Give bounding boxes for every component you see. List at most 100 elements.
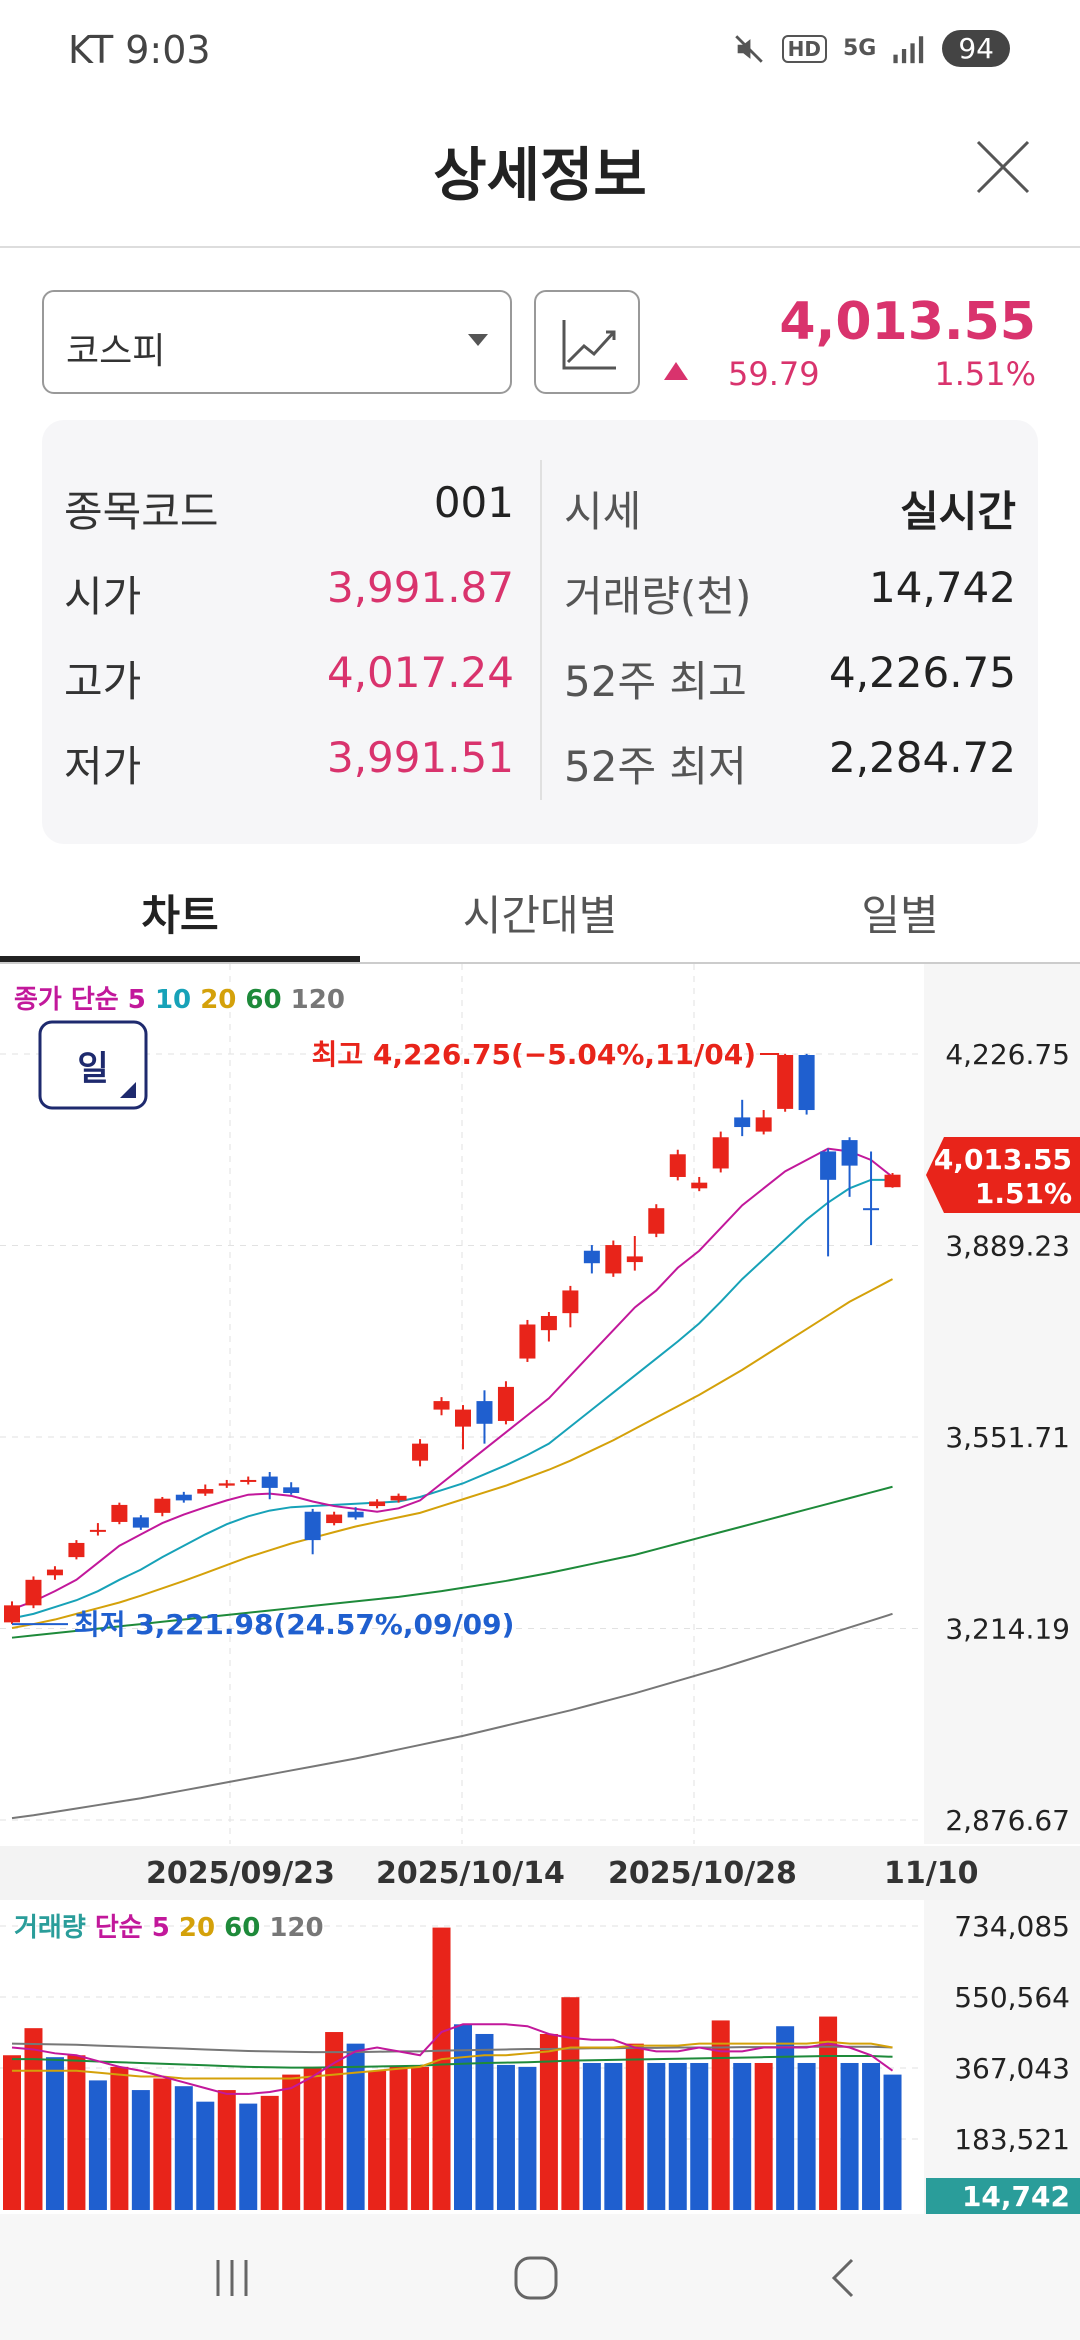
y-tick-label: 3,551.71: [945, 1421, 1070, 1454]
tab-by-time[interactable]: 시간대별: [462, 891, 618, 940]
info-panel: 종목코드 001 시가 3,991.87 고가 4,017.24 저가 3,99…: [42, 420, 1038, 844]
active-tab-indicator: [0, 956, 360, 962]
back-icon[interactable]: [822, 2256, 866, 2300]
y-tick-label: 550,564: [954, 1981, 1070, 2014]
close-icon[interactable]: [972, 136, 1034, 198]
candle: [369, 1499, 386, 1509]
status-bar: KT 9:03 HD 5G 94: [0, 0, 1080, 100]
candle: [412, 1439, 429, 1467]
volume-bar: [217, 2090, 236, 2210]
x-tick-label: 11/10: [884, 1856, 979, 1891]
ma5-line: [11, 1147, 894, 1611]
volume-bar: [3, 2055, 21, 2210]
price-tag-shape: [926, 1136, 1080, 1213]
candle: [841, 1137, 858, 1197]
candle: [734, 1099, 751, 1137]
page-title: 상세정보: [433, 141, 647, 209]
tab-chart[interactable]: 차트: [141, 891, 219, 940]
info-value: 2,284.72: [828, 733, 1016, 782]
legend-prefix: 거래량: [14, 1913, 95, 1943]
candle: [347, 1507, 364, 1520]
volume-bar: [711, 2020, 730, 2210]
volume-chart[interactable]: 734,085 550,564 367,043 183,521 거래량 단순 5 20 …: [0, 1900, 1080, 2220]
volume-bar: [561, 1997, 580, 2210]
candle: [25, 1576, 42, 1609]
y-tick-label: 4,226.75: [945, 1038, 1070, 1071]
info-key: 52주 최고: [564, 657, 747, 706]
candle-body: [798, 1054, 815, 1111]
candle-body: [283, 1487, 300, 1494]
candle-body: [648, 1208, 665, 1234]
volume-bar: [131, 2090, 150, 2210]
legend-item: 20: [179, 1913, 224, 1943]
volume-bar: [733, 2062, 752, 2210]
candle: [304, 1508, 321, 1555]
recent-apps-icon[interactable]: [210, 2256, 254, 2300]
legend-item: 10: [155, 985, 200, 1015]
tab-daily[interactable]: 일별: [861, 891, 939, 940]
legend-sub: 단순: [95, 1913, 152, 1943]
ma-legend: 종가 단순 5 10 20 60 120: [14, 985, 345, 1015]
candle: [89, 1523, 106, 1536]
volume-bar: [797, 2062, 816, 2210]
candle-body: [626, 1256, 643, 1263]
candle: [712, 1131, 729, 1173]
candle-body: [755, 1117, 772, 1132]
volume-bar: [647, 2062, 666, 2210]
candle-body: [390, 1495, 407, 1501]
candle: [820, 1148, 837, 1257]
line-chart-icon: [562, 320, 616, 370]
candle: [626, 1235, 643, 1271]
candle-body: [218, 1483, 235, 1486]
candle: [326, 1511, 343, 1526]
candle-body: [712, 1137, 729, 1169]
candle-body: [734, 1117, 751, 1128]
candle-body: [691, 1182, 708, 1189]
info-value: 14,742: [869, 563, 1016, 612]
tab-bar: 차트 시간대별 일별: [0, 860, 1080, 964]
volume-bar: [582, 2062, 601, 2210]
volume-bar: [539, 2033, 558, 2210]
candle: [4, 1601, 20, 1625]
candle-body: [433, 1401, 450, 1410]
volume-bar: [411, 2066, 430, 2210]
candle: [755, 1110, 772, 1135]
info-value: 001: [433, 478, 514, 527]
current-price: 4,013.55: [779, 292, 1036, 352]
info-value: 실시간: [900, 487, 1016, 536]
volume-bar: [196, 2101, 215, 2210]
home-icon[interactable]: [512, 2254, 560, 2302]
volume-bar: [325, 2032, 344, 2210]
volume-bar: [496, 2064, 515, 2210]
y-tick-label: 3,214.19: [945, 1613, 1070, 1646]
candle: [46, 1566, 63, 1580]
price-chart[interactable]: 4,226.75 3,889.23 3,551.71 3,214.19 2,876.67…: [0, 964, 1080, 1844]
info-value: 3,991.87: [326, 563, 514, 612]
current-price-tag: 4,013.551.51%: [926, 1136, 1080, 1213]
x-tick-label: 2025/10/28: [608, 1856, 797, 1891]
volume-bar: [45, 2057, 64, 2210]
candle: [390, 1493, 407, 1503]
candle: [455, 1405, 471, 1450]
candle-body: [605, 1245, 622, 1274]
info-key: 고가: [64, 657, 142, 706]
chart-toggle-button[interactable]: [534, 290, 640, 394]
volume-bar: [454, 2024, 472, 2210]
candle-body: [68, 1542, 85, 1558]
low-annotation: 최저 3,221.98(24.57%,09/09): [74, 1608, 514, 1641]
candle: [154, 1496, 171, 1517]
legend-item: 60: [224, 1913, 269, 1943]
volume-bar: [840, 2062, 859, 2210]
candle: [562, 1285, 579, 1328]
index-dropdown[interactable]: 코스피: [42, 290, 512, 394]
candle-body: [132, 1517, 149, 1528]
candle-body: [562, 1290, 579, 1314]
candle: [884, 1173, 901, 1188]
volume-bar: [518, 2066, 537, 2210]
candle: [68, 1540, 85, 1560]
candle-body: [863, 1208, 880, 1211]
period-button[interactable]: 일: [38, 1020, 148, 1110]
candle-body: [455, 1409, 471, 1427]
header: 상세정보: [0, 100, 1080, 248]
candle: [540, 1312, 557, 1342]
